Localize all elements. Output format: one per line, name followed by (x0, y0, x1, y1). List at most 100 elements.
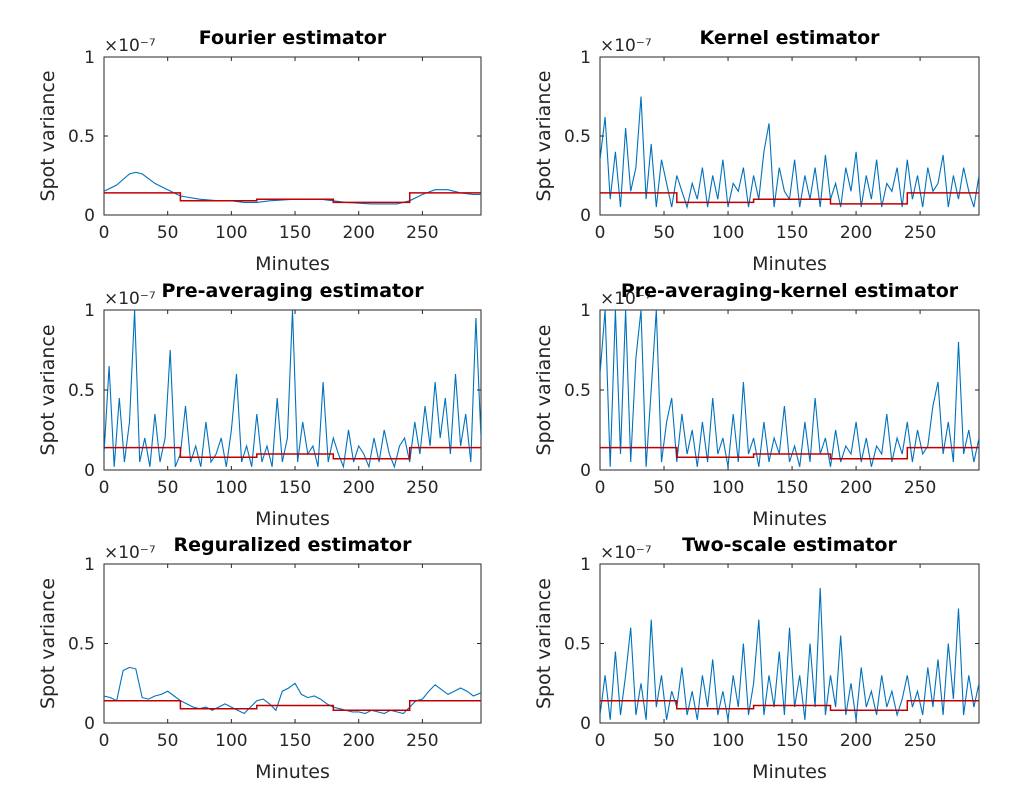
y-tick-label: 0.5 (68, 381, 95, 401)
x-tick-label: 250 (904, 223, 936, 243)
y-tick-label: 0.5 (564, 635, 591, 655)
y-tick-label: 0 (580, 206, 591, 226)
subplot-title: Pre-averaging-kernel estimator (621, 280, 959, 302)
x-tick-label: 150 (279, 731, 311, 751)
x-tick-label: 150 (279, 223, 311, 243)
true-variance-series-line (600, 446, 979, 460)
axes-box (599, 563, 980, 724)
y-tick-label: 0.5 (564, 381, 591, 401)
plot-area (600, 96, 979, 210)
x-tick-label: 0 (595, 478, 606, 498)
y-tick-label: 0 (580, 461, 591, 481)
x-tick-label: 50 (653, 731, 675, 751)
x-tick-label: 0 (595, 731, 606, 751)
y-tick-label: 1 (84, 48, 95, 68)
x-tick-label: 250 (904, 731, 936, 751)
exponent-label: ×10⁻⁷ (600, 543, 652, 563)
x-tick-label: 150 (776, 478, 808, 498)
estimate-series-line (104, 171, 481, 205)
subplot-4: 0 50 100 150 200 250 0 0.5 1 ×10⁻⁷Pre-averaging-k… (533, 280, 980, 530)
estimate-series-line (600, 587, 979, 720)
x-tick-label: 200 (343, 478, 375, 498)
x-tick-label: 150 (776, 731, 808, 751)
exponent-label: ×10⁻⁷ (104, 543, 156, 563)
x-tick-label: 100 (712, 478, 744, 498)
y-tick-label: 0 (84, 714, 95, 734)
y-axis-label: Spot variance (533, 578, 555, 709)
x-tick-label: 0 (595, 223, 606, 243)
x-axis-label: Minutes (255, 761, 330, 783)
plot-area (104, 171, 481, 205)
y-axis-label: Spot variance (37, 70, 59, 201)
exponent-label: ×10⁻⁷ (104, 36, 156, 56)
plot-area (104, 666, 481, 715)
x-tick-label: 100 (215, 223, 247, 243)
x-axis-label: Minutes (752, 761, 827, 783)
x-tick-label: 100 (712, 731, 744, 751)
subplot-6: 0 50 100 150 200 250 0 0.5 1 ×10⁻⁷ Two-scale estim… (533, 534, 980, 783)
y-axis-label: Spot variance (533, 324, 555, 455)
y-axis-label: Spot variance (533, 70, 555, 201)
x-tick-label: 200 (840, 478, 872, 498)
x-tick-label: 200 (343, 731, 375, 751)
true-variance-series-line (104, 192, 481, 204)
x-tick-label: 250 (406, 223, 438, 243)
subplot-title: Kernel estimator (699, 27, 880, 49)
y-tick-label: 1 (580, 301, 591, 321)
x-tick-label: 250 (406, 731, 438, 751)
y-tick-label: 1 (580, 555, 591, 575)
x-tick-label: 200 (343, 223, 375, 243)
subplot-2: 0 50 100 150 200 250 0 0.5 1 ×10⁻⁷ Kernel estimato… (533, 27, 980, 275)
x-axis-label: Minutes (752, 253, 827, 275)
true-variance-series-line (104, 699, 481, 712)
subplot-3: 0 50 100 150 200 250 0 0.5 1 ×10⁻⁷ Pre-averaging e… (37, 280, 482, 530)
axes-box (103, 563, 482, 724)
y-tick-label: 0.5 (68, 635, 95, 655)
true-variance-series-line (600, 699, 979, 712)
subplot-title: Reguralized estimator (174, 534, 413, 556)
x-tick-label: 50 (157, 223, 179, 243)
y-tick-label: 1 (580, 48, 591, 68)
x-tick-label: 100 (215, 478, 247, 498)
subplot-title: Pre-averaging estimator (161, 280, 424, 302)
x-tick-label: 0 (99, 223, 110, 243)
axes-box (599, 56, 980, 216)
x-tick-label: 150 (279, 478, 311, 498)
x-tick-label: 200 (840, 223, 872, 243)
x-tick-label: 150 (776, 223, 808, 243)
subplot-title: Two-scale estimator (682, 534, 897, 556)
x-tick-label: 50 (653, 223, 675, 243)
x-tick-label: 200 (840, 731, 872, 751)
exponent-label: ×10⁻⁷ (600, 36, 652, 56)
x-axis-label: Minutes (752, 508, 827, 530)
true-variance-series-line (600, 192, 979, 205)
y-tick-label: 0.5 (68, 127, 95, 147)
exponent-label: ×10⁻⁷ (104, 289, 156, 309)
estimate-series-line (104, 310, 481, 469)
x-tick-label: 50 (653, 478, 675, 498)
subplot-1: 0 50 100 150 200 250 0 0.5 1 ×10⁻⁷ Fourier estimat… (37, 27, 482, 275)
y-tick-label: 0 (84, 206, 95, 226)
plot-area (104, 310, 481, 469)
axes-box (103, 56, 482, 216)
x-tick-label: 0 (99, 478, 110, 498)
y-tick-label: 0 (84, 461, 95, 481)
x-axis-label: Minutes (255, 253, 330, 275)
x-tick-label: 50 (157, 731, 179, 751)
y-axis-label: Spot variance (37, 578, 59, 709)
y-tick-label: 1 (84, 301, 95, 321)
x-tick-label: 0 (99, 731, 110, 751)
x-tick-label: 50 (157, 478, 179, 498)
x-tick-label: 250 (904, 478, 936, 498)
subplot-5: 0 50 100 150 200 250 0 0.5 1 ×10⁻⁷ Reguralized est… (37, 534, 482, 783)
plot-area (600, 310, 979, 467)
subplot-title: Fourier estimator (199, 27, 387, 49)
y-axis-label: Spot variance (37, 324, 59, 455)
x-tick-label: 250 (406, 478, 438, 498)
y-tick-label: 0 (580, 714, 591, 734)
exponent-label: ×10⁻⁷ (600, 289, 652, 309)
true-variance-series-line (104, 446, 481, 460)
axes-box (103, 309, 482, 471)
plot-area (600, 587, 979, 720)
